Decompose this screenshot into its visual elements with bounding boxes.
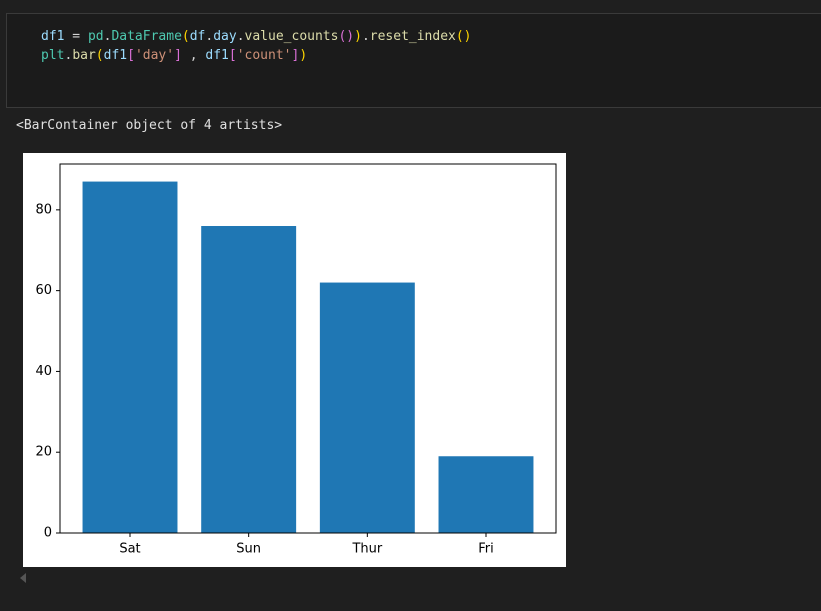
code-token: () bbox=[338, 29, 355, 44]
code-token: bar bbox=[72, 48, 96, 63]
code-token: value_counts bbox=[244, 29, 339, 44]
bar bbox=[319, 282, 415, 533]
code-token: . bbox=[205, 29, 214, 44]
code-token: ) bbox=[354, 29, 362, 44]
chart: Sat Sun Thur Fri 0 20 40 60 80 bbox=[23, 153, 566, 567]
code-token: ] bbox=[174, 48, 182, 63]
code-token: ( bbox=[181, 29, 190, 44]
code-token: = bbox=[64, 29, 88, 44]
y-tick-label: 40 bbox=[35, 364, 52, 379]
code-token: df1 bbox=[205, 48, 229, 63]
bar bbox=[438, 456, 534, 533]
y-tick-label: 60 bbox=[35, 283, 52, 298]
code-token: . bbox=[64, 48, 73, 63]
x-tick-label: Thur bbox=[351, 542, 382, 557]
scroll-arrow[interactable] bbox=[18, 572, 30, 584]
bar bbox=[82, 181, 178, 534]
code-token: ] bbox=[291, 48, 300, 63]
code-token: 'count' bbox=[236, 48, 292, 63]
y-tick-label: 0 bbox=[44, 526, 52, 541]
code-token: ( bbox=[95, 48, 104, 63]
output-text: <BarContainer object of 4 artists> bbox=[16, 118, 283, 133]
code-token: . bbox=[236, 29, 245, 44]
x-tick-label: Sun bbox=[236, 542, 261, 557]
code-token: . bbox=[103, 29, 112, 44]
code-token: df1 bbox=[103, 48, 128, 63]
code-token: ) bbox=[299, 48, 308, 63]
code-token: pd bbox=[87, 29, 104, 44]
y-tick-label: 80 bbox=[35, 202, 52, 217]
code-token: df bbox=[189, 29, 206, 44]
code-token: [ bbox=[228, 48, 237, 63]
x-tick-label: Fri bbox=[478, 542, 494, 557]
x-tick-label: Sat bbox=[119, 542, 140, 557]
code-token: . bbox=[361, 29, 370, 44]
code-line: plt.bar(df1['day'] , df1['count']) bbox=[41, 46, 472, 65]
code-cell[interactable]: df1 = pd.DataFrame(df.day.value_counts()… bbox=[6, 13, 821, 108]
code-token: () bbox=[455, 29, 472, 44]
bar bbox=[201, 226, 297, 533]
y-tick-label: 20 bbox=[35, 445, 52, 460]
code-token: plt bbox=[41, 48, 65, 63]
code-token: day bbox=[213, 29, 237, 44]
code-token: DataFrame bbox=[111, 29, 182, 44]
code-token: 'day' bbox=[134, 48, 175, 63]
code-token: df1 bbox=[41, 29, 65, 44]
code-token: , bbox=[181, 48, 206, 63]
code-line: df1 = pd.DataFrame(df.day.value_counts()… bbox=[41, 27, 472, 46]
code-token: reset_index bbox=[369, 29, 456, 44]
axes-frame bbox=[59, 163, 557, 534]
code-token: [ bbox=[127, 48, 135, 63]
code-editor: df1 = pd.DataFrame(df.day.value_counts()… bbox=[41, 27, 472, 65]
